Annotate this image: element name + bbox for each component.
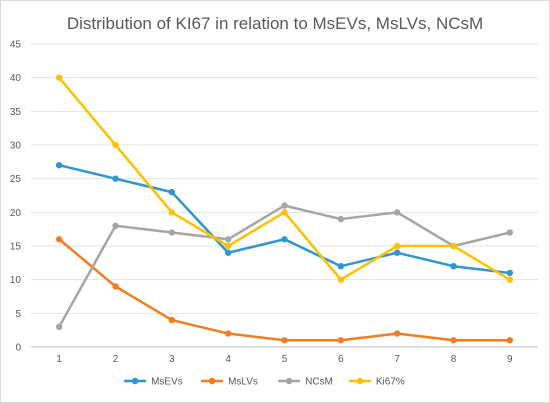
series-line-MsLVs <box>57 238 512 342</box>
chart-title: Distribution of KI67 in relation to MsEV… <box>66 14 484 33</box>
y-tick-label: 30 <box>10 141 22 152</box>
data-point-NCsM <box>224 236 232 243</box>
x-tick-label: 7 <box>394 354 400 365</box>
data-point-NCsM <box>168 229 176 236</box>
series-line-MsEVs <box>57 163 512 275</box>
x-tick-label: 4 <box>225 354 231 365</box>
data-point-MsLVs <box>450 337 457 344</box>
data-point-NCsM <box>506 229 514 236</box>
legend-marker-MsLVs <box>208 377 216 385</box>
data-point-NCsM <box>281 202 288 209</box>
data-point-MsLVs <box>393 330 401 337</box>
x-tick-label: 3 <box>169 354 175 365</box>
data-point-MsEVs <box>112 175 119 182</box>
data-point-Ki67% <box>450 242 457 250</box>
x-tick-label: 8 <box>451 354 457 365</box>
data-point-MsLVs <box>506 337 514 344</box>
data-point-Ki67% <box>337 276 345 283</box>
data-point-Ki67% <box>224 242 232 250</box>
data-point-MsEVs <box>337 263 345 270</box>
data-point-MsEVs <box>224 249 232 256</box>
x-axis-ticks: 1 2 3 4 5 6 7 8 9 <box>56 354 513 365</box>
y-axis-ticks: 0 5 10 15 20 25 30 35 40 45 <box>10 40 22 354</box>
data-point-NCsM <box>55 323 63 330</box>
series-lines <box>55 74 514 344</box>
data-point-MsEVs <box>168 188 176 196</box>
legend-label: NCsM <box>305 377 333 388</box>
y-tick-label: 35 <box>10 107 22 118</box>
legend-marker-NCsM <box>285 377 293 385</box>
data-point-MsEVs <box>281 236 288 243</box>
y-tick-label: 45 <box>10 40 22 51</box>
data-point-Ki67% <box>112 141 119 149</box>
y-tick-label: 0 <box>15 343 21 354</box>
x-tick-label: 6 <box>338 354 344 365</box>
data-point-MsLVs <box>224 330 232 337</box>
data-point-Ki67% <box>506 276 514 283</box>
data-point-NCsM <box>393 209 401 216</box>
legend: MsEVs MsLVs NCsM Ki67% <box>124 377 405 388</box>
data-point-Ki67% <box>393 242 401 250</box>
data-point-MsLVs <box>55 236 63 243</box>
y-tick-label: 25 <box>10 174 22 185</box>
data-point-Ki67% <box>281 209 288 216</box>
x-tick-label: 9 <box>507 354 513 365</box>
data-point-MsLVs <box>112 283 119 290</box>
legend-label: Ki67% <box>376 377 405 388</box>
y-tick-label: 10 <box>10 275 22 286</box>
data-point-MsEVs <box>55 162 63 169</box>
data-point-NCsM <box>112 222 119 229</box>
legend-marker-Ki67% <box>356 377 364 385</box>
legend-label: MsEVs <box>151 377 183 388</box>
legend-label: MsLVs <box>228 377 258 388</box>
y-tick-label: 40 <box>10 73 22 84</box>
data-point-MsLVs <box>281 337 288 344</box>
gridlines <box>31 43 538 348</box>
data-point-NCsM <box>337 215 345 223</box>
y-tick-label: 20 <box>10 208 22 219</box>
data-point-MsEVs <box>393 249 401 256</box>
data-point-Ki67% <box>168 209 176 216</box>
x-tick-label: 5 <box>282 354 288 365</box>
x-tick-label: 2 <box>113 354 119 365</box>
data-point-MsLVs <box>168 316 176 324</box>
series-line-NCsM <box>57 204 512 329</box>
data-point-MsLVs <box>337 337 345 344</box>
x-tick-label: 1 <box>56 354 62 365</box>
data-point-MsEVs <box>450 263 457 270</box>
data-point-Ki67% <box>55 74 63 81</box>
y-tick-label: 5 <box>15 309 21 320</box>
data-point-MsEVs <box>506 269 514 277</box>
legend-marker-MsEVs <box>131 377 139 385</box>
y-tick-label: 15 <box>10 242 22 253</box>
